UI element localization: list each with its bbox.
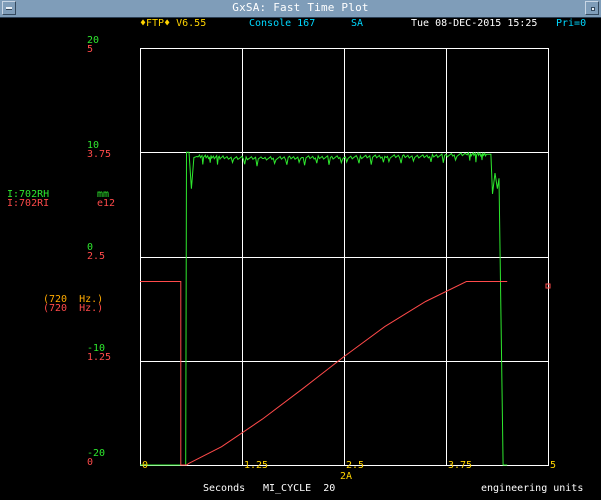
plot-grid — [140, 48, 549, 466]
trigger-label: MI_CYCLE 20 — [263, 483, 335, 494]
x-tick-5: 5 — [550, 460, 556, 471]
series-line-I:702RH — [140, 152, 507, 465]
units-label: engineering units — [481, 483, 583, 494]
series-line-I:702RI — [140, 282, 507, 466]
x-tick-2.5: 2.5 — [346, 460, 364, 471]
x-tick-1.25: 1.25 — [244, 460, 268, 471]
event-label: 2A — [340, 471, 352, 482]
x-tick-0: 0 — [142, 460, 148, 471]
x-tick-3.75: 3.75 — [448, 460, 472, 471]
x-axis-label: Seconds — [203, 483, 245, 494]
